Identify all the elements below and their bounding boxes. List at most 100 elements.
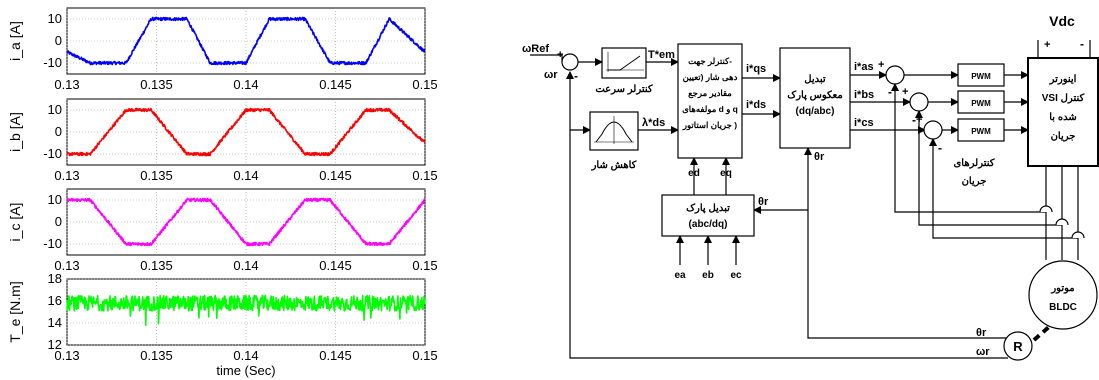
x-tick-label-3-4: 0.15 [412,348,437,363]
pwm-block-b [957,90,1005,114]
sumc-minus: - [938,141,942,155]
bldc-control-block-diagram: ωRef ωr + - کنترلر سرعت T*em کاهش شار λ*… [522,13,1099,361]
y-tick-label-1-0: -10 [43,146,62,161]
x-tick-label-2-4: 0.15 [412,258,437,273]
y-tick-label-3-2: 16 [48,293,62,308]
pwm-c-label: PWM [971,127,991,136]
eb-label: eb [702,270,714,281]
x-tick-label-3-2: 0.14 [233,348,258,363]
vdc-plus: + [1044,39,1050,51]
suma-plus: + [878,59,884,71]
x-tick-label-3-0: 0.13 [54,348,79,363]
vdc-label: Vdc [1049,13,1075,29]
y-axis-label-3: T_e [N.m] [7,281,23,342]
vdc-minus: - [1080,37,1084,51]
sum1-minus: - [574,69,578,83]
series-line-2 [66,197,426,247]
y-tick-label-2-0: -10 [43,236,62,251]
y-tick-label-3-0: 12 [48,337,62,352]
lambda-ds-label: λ*ds [642,117,665,129]
sumb-plus: + [902,86,908,98]
y-tick-label-0-1: 0 [55,33,62,48]
inverter-line-2: VSI کنترل [1042,93,1085,104]
inv-park-line-1: تبدیل [804,74,826,85]
suma-minus: - [888,85,892,99]
park-line-1: تبدیل پارک [686,203,730,214]
inverse-park-block [779,47,851,149]
y-axis-label-0: i_a [A] [7,21,23,61]
y-axis-label-2: i_c [A] [7,203,23,242]
omega-resolver-label: ωr [976,346,990,358]
theta-inv-park-label: θr [814,151,825,163]
y-tick-label-0-2: 10 [48,11,62,26]
y-tick-label-1-2: 10 [48,102,62,117]
omega-ref-label: ωRef [522,43,549,55]
flux-curve-icon [595,121,633,143]
current-controllers-line-2: جریان [962,176,987,187]
series-line-3 [66,294,426,327]
resolver-label: R [1013,339,1023,354]
x-tick-label-2-3: 0.145 [319,258,352,273]
ibs-label: i*bs [854,89,874,101]
y-axis-label-1: i_b [A] [7,112,23,152]
tem-label: T*em [648,49,675,61]
theta-resolver-label: θr [976,327,987,339]
sum1-plus: + [557,49,563,61]
x-tick-label-3-3: 0.145 [319,348,352,363]
sum-junction-b [909,92,929,112]
pwm-block-c [957,118,1005,142]
x-tick-label-1-4: 0.15 [412,168,437,183]
ref-block-line-4: مولفه‌های d و q [682,104,738,115]
ref-block-line-5: جریان استاتور ) [682,120,737,131]
x-tick-label-2-2: 0.14 [233,258,258,273]
x-tick-label-2-0: 0.13 [54,258,79,273]
reference-calc-block [677,43,743,159]
y-tick-label-1-1: 0 [55,124,62,139]
ias-label: i*as [854,61,874,73]
x-tick-label-2-1: 0.135 [140,258,173,273]
current-controllers-line-1: کنترلرهای [953,158,994,169]
y-tick-label-2-2: 10 [48,192,62,207]
inverter-line-3: شده با [1049,112,1076,123]
resolver [1003,331,1033,361]
x-tick-label-1-0: 0.13 [54,168,79,183]
x-tick-label-0-1: 0.135 [140,77,173,92]
park-transform-block [661,194,755,237]
ec-label: ec [730,270,742,281]
flux-axes-icon [594,116,634,144]
pwm-a-label: PWM [971,72,991,81]
speed-controller-label: کنترلر سرعت [595,84,653,95]
x-axis-label: time (Sec) [216,363,275,378]
inverter-block [1027,57,1099,167]
speed-controller-block [601,47,647,79]
ics-label: i*cs [854,117,874,129]
sumb-minus: - [912,113,916,127]
sum-junction-a [885,65,905,85]
y-tick-label-0-0: -10 [43,55,62,70]
x-tick-label-0-2: 0.14 [233,77,258,92]
x-tick-label-1-1: 0.135 [140,168,173,183]
pwm-block-a [957,63,1005,87]
ref-block-line-2: دهی شار (تعیین [683,72,738,83]
bldc-motor [1028,260,1098,330]
x-tick-label-0-3: 0.145 [319,77,352,92]
y-tick-label-2-1: 0 [55,214,62,229]
theta-park-label: θr [758,196,769,208]
park-line-2: (abc/dq) [689,219,728,230]
omega-r-sum-label: ωr [544,69,558,81]
x-tick-label-0-0: 0.13 [54,77,79,92]
series-line-0 [66,16,426,66]
y-tick-label-3-3: 18 [48,271,62,286]
y-tick-label-3-1: 14 [48,315,62,330]
inv-park-line-2: معکوس پارک [787,90,842,101]
ref-block-line-1: کنترلر جهت- [688,56,732,67]
x-tick-label-1-3: 0.145 [319,168,352,183]
inverter-line-4: جریان [1051,131,1076,142]
ed-label: ed [688,168,700,179]
motor-line-1: موتور [1050,283,1074,294]
speed-sum-junction [561,53,579,71]
pwm-b-label: PWM [971,99,991,108]
x-tick-label-1-2: 0.14 [233,168,258,183]
ids-label: i*ds [746,99,766,111]
ref-block-line-3: مقادیر مرجع [688,88,732,99]
